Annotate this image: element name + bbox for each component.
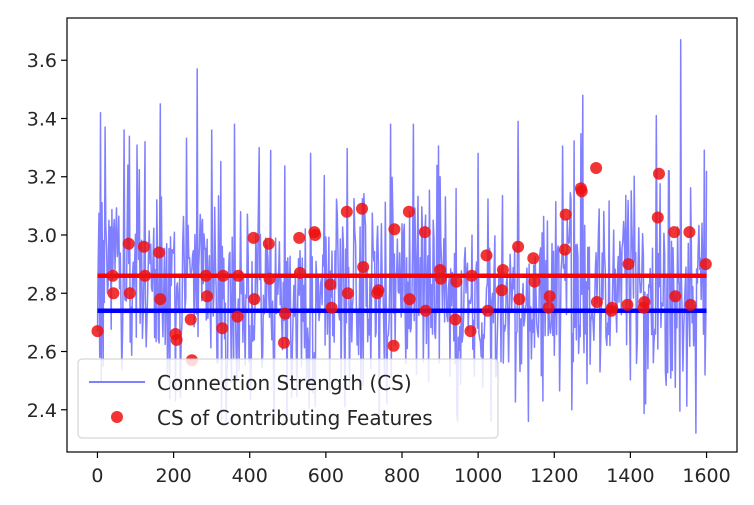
scatter-point [653,167,665,180]
scatter-point [324,278,337,291]
y-tick-label: 2.4 [27,400,57,422]
scatter-point [621,298,634,311]
scatter-point [403,293,416,306]
legend-label-contributing: CS of Contributing Features [157,406,433,430]
scatter-point [590,296,603,308]
y-axis: 2.4 2.6 2.8 3.0 3.2 3.4 3.6 [27,50,67,422]
x-tick-label: 1600 [682,465,730,487]
scatter-point [216,322,229,335]
scatter-point [559,208,572,221]
x-tick-label: 1000 [454,465,502,487]
scatter-point [231,310,244,323]
x-axis: 0 200 400 600 800 1000 1200 1400 1600 [91,452,731,487]
scatter-point [107,287,120,300]
scatter-point [201,290,214,303]
scatter-point [543,290,556,303]
scatter-point [638,296,651,308]
scatter-point [480,249,493,262]
scatter-point [513,293,526,306]
scatter-point [294,266,306,279]
scatter-point [232,269,245,282]
scatter-point [170,333,183,346]
x-tick-label: 0 [91,465,103,487]
y-tick-label: 2.8 [27,283,57,305]
scatter-point [106,269,119,282]
scatter-point [434,264,447,276]
scatter-point [139,269,151,282]
scatter-point [262,237,275,250]
scatter-point [248,293,261,306]
x-tick-label: 1200 [530,465,578,487]
x-tick-label: 400 [232,465,268,487]
scatter-point [496,264,509,276]
x-tick-label: 200 [155,465,191,487]
scatter-point [153,246,166,259]
scatter-point [683,226,696,239]
scatter-point [527,252,540,265]
scatter-layer [91,162,712,367]
scatter-point [495,284,508,297]
scatter-point [434,272,447,285]
scatter-point [669,290,682,303]
scatter-point [402,205,415,218]
y-tick-label: 3.0 [27,225,57,247]
scatter-point [622,258,635,271]
legend-box [77,358,499,439]
scatter-point [512,240,525,253]
scatter-point [137,240,150,253]
scatter-point [309,229,322,241]
scatter-point [372,284,385,297]
scatter-point [279,307,292,320]
scatter-point [418,226,431,239]
legend-dot-swatch [111,411,123,423]
scatter-point [590,162,603,174]
scatter-point [684,298,697,311]
scatter-point [542,301,555,314]
scatter-point [247,231,260,244]
scatter-point [528,275,541,288]
legend-label-cs: Connection Strength (CS) [157,371,412,395]
x-tick-label: 600 [308,465,344,487]
scatter-point [481,304,494,317]
scatter-point [340,205,353,218]
scatter-point [419,304,432,317]
scatter-point [278,336,290,349]
y-tick-label: 2.6 [27,342,57,364]
y-tick-label: 3.4 [27,108,57,130]
scatter-point [357,261,370,273]
legend: Connection Strength (CS) CS of Contribut… [77,358,499,439]
scatter-point [184,313,197,326]
x-tick-label: 800 [384,465,420,487]
scatter-point [558,243,571,256]
cs-line-layer [96,39,708,434]
scatter-point [123,287,136,300]
scatter-point [91,325,104,338]
scatter-point [450,275,463,288]
scatter-point [325,301,338,314]
y-tick-label: 3.2 [27,167,57,189]
scatter-point [387,339,400,352]
scatter-point [388,223,401,236]
scatter-point [575,185,588,198]
scatter-point [356,202,368,215]
y-tick-label: 3.6 [27,50,57,72]
scatter-point [199,269,212,282]
scatter-point [293,231,306,244]
scatter-point [154,293,167,306]
scatter-point [465,269,478,282]
scatter-point [668,226,681,239]
scatter-point [122,237,135,250]
scatter-point [217,269,230,282]
scatter-point [606,301,619,314]
x-tick-label: 1400 [606,465,654,487]
scatter-point [464,325,477,338]
scatter-point [699,258,712,271]
mean-lines-layer [97,273,707,313]
scatter-point [341,287,354,300]
scatter-point [651,211,664,224]
scatter-point [263,272,276,285]
scatter-point [449,313,462,326]
cs-line [96,39,708,434]
